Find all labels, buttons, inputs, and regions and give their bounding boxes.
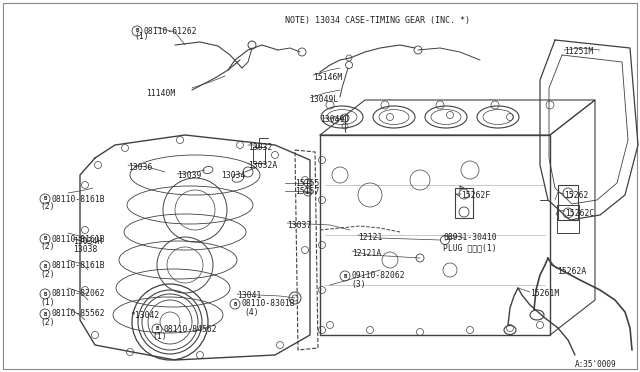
Text: 12121A: 12121A (352, 248, 381, 257)
Text: 13032: 13032 (248, 142, 273, 151)
Text: 13032A: 13032A (248, 160, 277, 170)
Text: 08110-85562: 08110-85562 (52, 310, 106, 318)
Text: 13041: 13041 (237, 292, 261, 301)
Bar (557, 205, 579, 233)
Text: NOTE) 13034 CASE-TIMING GEAR (INC. *): NOTE) 13034 CASE-TIMING GEAR (INC. *) (285, 16, 470, 25)
Text: (2): (2) (40, 243, 54, 251)
Text: *13042: *13042 (130, 311, 159, 321)
Text: 11140M: 11140M (146, 89, 175, 97)
Text: 15262: 15262 (564, 192, 588, 201)
Text: 15262C: 15262C (565, 208, 595, 218)
Text: (1): (1) (152, 331, 166, 340)
Text: B: B (44, 292, 47, 296)
Bar (320, 135, 550, 335)
Text: 08110-84562: 08110-84562 (164, 324, 218, 334)
Text: B: B (44, 263, 47, 269)
Text: 08110-82062: 08110-82062 (52, 289, 106, 298)
Text: (2): (2) (40, 317, 54, 327)
Text: 13036: 13036 (128, 163, 152, 171)
Text: 08110-8161B: 08110-8161B (52, 234, 106, 244)
Text: B: B (234, 301, 237, 307)
Text: B: B (344, 273, 347, 279)
Text: (1): (1) (134, 32, 148, 42)
Bar (558, 185, 578, 220)
Text: 13049L: 13049L (309, 96, 339, 105)
Text: 13034H: 13034H (73, 237, 102, 246)
Text: PLUG プラグ(1): PLUG プラグ(1) (443, 244, 497, 253)
Text: 08931-30410: 08931-30410 (443, 234, 497, 243)
Text: 15262F: 15262F (461, 192, 490, 201)
Text: 15155: 15155 (295, 179, 319, 187)
Text: 13049J: 13049J (320, 115, 349, 125)
Text: 15157: 15157 (295, 186, 319, 196)
Text: B: B (44, 196, 47, 202)
Bar (455, 188, 473, 218)
Text: 13039: 13039 (177, 171, 202, 180)
Text: B: B (44, 237, 47, 241)
Text: 08110-8301B: 08110-8301B (242, 299, 296, 308)
Text: 13034: 13034 (221, 171, 245, 180)
Text: (3): (3) (351, 279, 365, 289)
Text: 08110-61262: 08110-61262 (144, 26, 198, 35)
Text: B: B (44, 311, 47, 317)
Text: (2): (2) (40, 269, 54, 279)
Text: 09110-82062: 09110-82062 (352, 272, 406, 280)
Text: B: B (156, 327, 159, 331)
Text: 13037: 13037 (287, 221, 312, 230)
Text: 13038: 13038 (73, 246, 97, 254)
Text: 15146M: 15146M (313, 73, 342, 81)
Text: A:35'0009: A:35'0009 (575, 360, 616, 369)
Text: 11251M: 11251M (564, 48, 593, 57)
Text: B: B (136, 29, 139, 33)
Text: 08110-8161B: 08110-8161B (52, 262, 106, 270)
Text: 15262A: 15262A (557, 266, 586, 276)
Text: (2): (2) (40, 202, 54, 211)
Text: 08110-8161B: 08110-8161B (52, 195, 106, 203)
Text: 15261M: 15261M (530, 289, 559, 298)
Text: 12121: 12121 (358, 232, 382, 241)
Text: (4): (4) (244, 308, 259, 317)
Text: (1): (1) (40, 298, 54, 307)
